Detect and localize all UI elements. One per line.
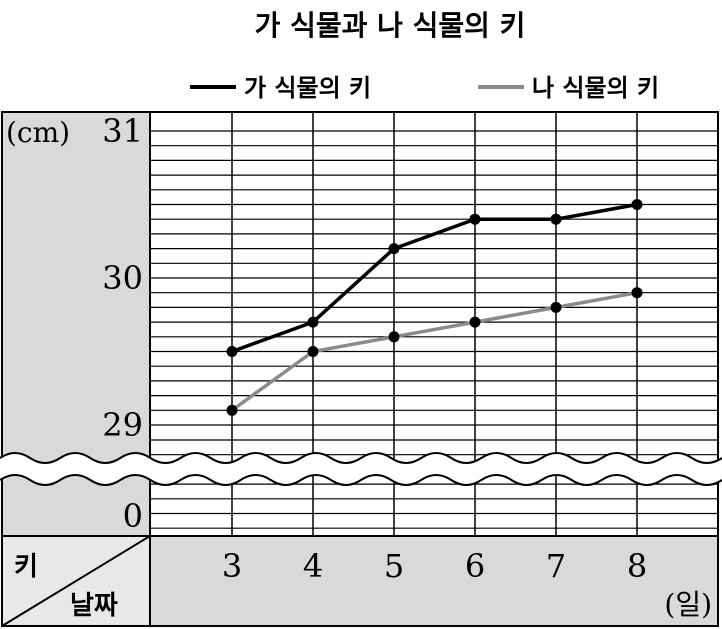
data-point (226, 346, 238, 357)
y-tick-label: 30 (102, 259, 143, 297)
x-tick-label: 8 (627, 547, 647, 585)
y-tick-label: 31 (102, 112, 143, 150)
series-layer (226, 199, 643, 416)
data-point (469, 316, 481, 328)
x-unit-label: (일) (664, 588, 712, 621)
y-unit-label: (cm) (6, 116, 70, 149)
legend-label: 나 식물의 키 (532, 73, 659, 102)
y-ticks: 31 30 29 0 (102, 112, 143, 535)
y-tick-label: 29 (102, 406, 143, 444)
axis-break-line (0, 474, 722, 486)
data-point (550, 301, 562, 313)
legend-label: 가 식물의 키 (244, 73, 371, 102)
series-line (231, 202, 638, 354)
data-point (631, 287, 643, 299)
data-point (631, 199, 643, 210)
series-2 (226, 287, 643, 416)
x-tick-label: 6 (465, 547, 485, 585)
series-line (230, 290, 638, 412)
legend: 가 식물의 키 나 식물의 키 (190, 73, 659, 102)
data-point (307, 316, 319, 328)
data-point (226, 404, 238, 416)
data-point (307, 346, 319, 357)
x-tick-label: 4 (303, 547, 323, 585)
data-point (388, 331, 400, 343)
x-ticks: 3 4 5 6 7 8 (222, 547, 647, 585)
chart-title: 가 식물과 나 식물의 키 (255, 9, 526, 42)
corner-ylabel: 키 (14, 552, 38, 582)
axis-break (0, 452, 722, 486)
axis-break-band (0, 453, 722, 485)
x-tick-label: 7 (546, 547, 566, 585)
corner-diagonal (1, 535, 151, 627)
grid (150, 112, 718, 536)
y-tick-label: 0 (123, 497, 143, 535)
data-point (388, 243, 400, 255)
data-point (469, 213, 481, 225)
series-1 (226, 199, 643, 357)
axis-break-line (0, 452, 722, 464)
x-tick-label: 3 (222, 547, 242, 585)
corner-xlabel: 날짜 (70, 591, 118, 621)
data-point (550, 213, 562, 225)
x-tick-label: 5 (384, 547, 404, 585)
